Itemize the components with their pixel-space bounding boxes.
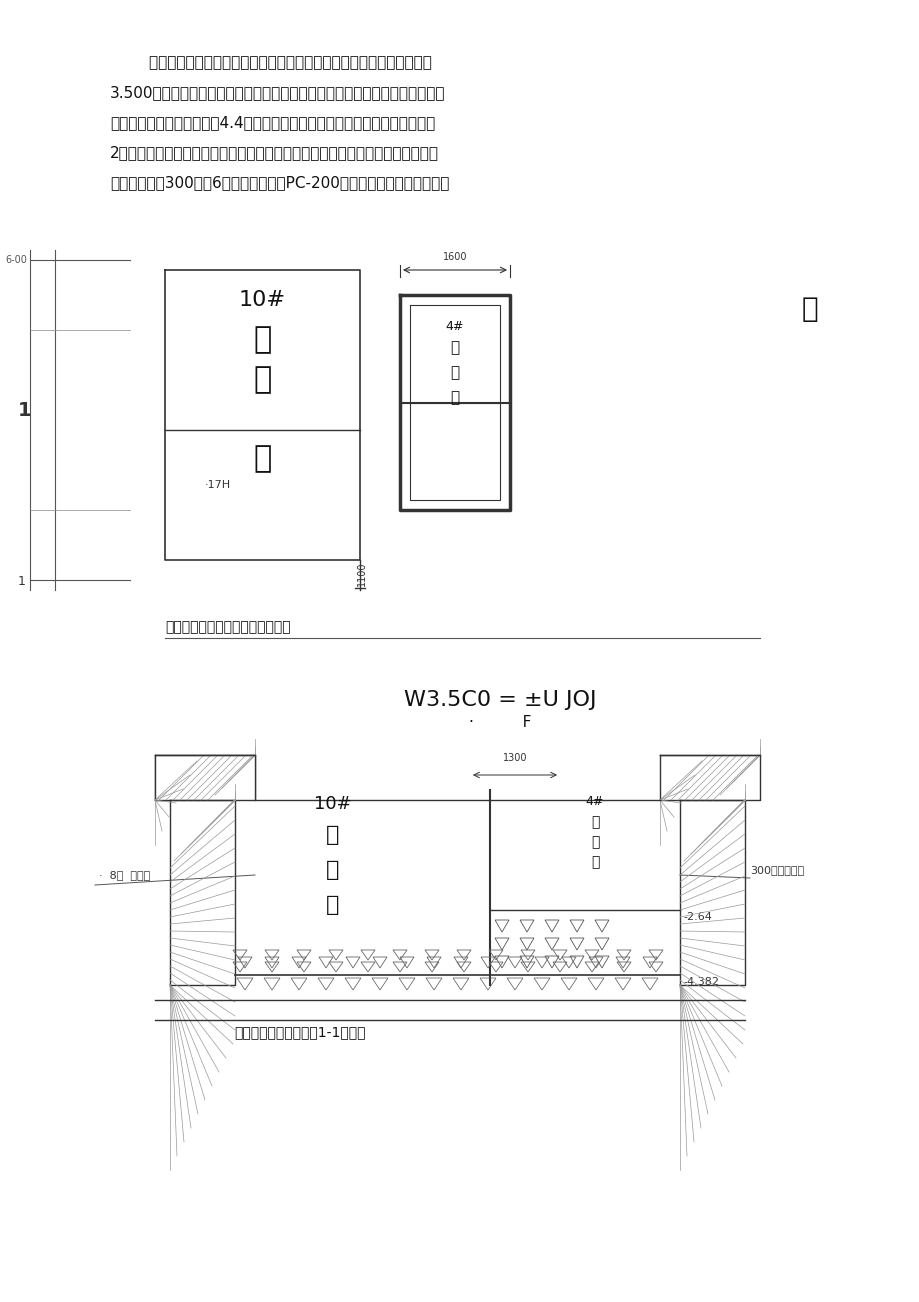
Text: 300宽、钢板桩: 300宽、钢板桩 bbox=[749, 865, 803, 875]
Text: ·          F: · F bbox=[469, 715, 530, 730]
Polygon shape bbox=[659, 755, 759, 799]
Text: 围护桩采用宽300、长6米的槽钢、采用PC-200挖掘机开挖；具体详附图：: 围护桩采用宽300、长6米的槽钢、采用PC-200挖掘机开挖；具体详附图： bbox=[110, 174, 448, 190]
Text: 油: 油 bbox=[450, 365, 460, 380]
Text: 油: 油 bbox=[590, 835, 598, 849]
Text: 1300: 1300 bbox=[502, 753, 527, 763]
Text: 3.500，均参照图集有地下水、有覆土形式、顶面不可过汽车；由于基坑开挖深: 3.500，均参照图集有地下水、有覆土形式、顶面不可过汽车；由于基坑开挖深 bbox=[110, 85, 445, 100]
Text: 隔: 隔 bbox=[450, 340, 460, 355]
Text: W3.5C0 = ±U JOJ: W3.5C0 = ±U JOJ bbox=[403, 690, 596, 710]
Polygon shape bbox=[154, 755, 255, 799]
Text: 10#: 10# bbox=[313, 796, 351, 812]
Polygon shape bbox=[154, 755, 255, 799]
Text: -4.382: -4.382 bbox=[682, 976, 719, 987]
Polygon shape bbox=[234, 799, 679, 1035]
Text: 粪: 粪 bbox=[253, 365, 271, 395]
Text: 1600: 1600 bbox=[442, 253, 467, 262]
Text: 2米、并且是薄壁管桩基础比化粪池基坑浅；故基坑围护采用单排槽钢围护体系，: 2米、并且是薄壁管桩基础比化粪池基坑浅；故基坑围护采用单排槽钢围护体系， bbox=[110, 145, 438, 160]
Text: 幼: 幼 bbox=[800, 296, 817, 323]
Text: 4#: 4# bbox=[446, 320, 464, 333]
Text: 1: 1 bbox=[18, 401, 31, 419]
Text: 池: 池 bbox=[253, 444, 271, 474]
Text: 粪: 粪 bbox=[325, 861, 339, 880]
Text: 1100: 1100 bbox=[357, 562, 367, 586]
Text: 隔: 隔 bbox=[590, 815, 598, 829]
Text: 6-00: 6-00 bbox=[5, 255, 27, 266]
Text: -2.64: -2.64 bbox=[682, 911, 711, 922]
Text: 池: 池 bbox=[450, 391, 460, 405]
Text: 池: 池 bbox=[325, 894, 339, 915]
Text: 化: 化 bbox=[325, 825, 339, 845]
Text: 4#: 4# bbox=[585, 796, 604, 809]
Text: 池: 池 bbox=[590, 855, 598, 868]
Text: 1: 1 bbox=[18, 575, 26, 589]
Text: 化粪池基坑钢板支护桩1-1剖面图: 化粪池基坑钢板支护桩1-1剖面图 bbox=[234, 1025, 366, 1039]
Text: ·  8宽  钢板桩: · 8宽 钢板桩 bbox=[98, 870, 150, 880]
Text: 化: 化 bbox=[253, 326, 271, 354]
Text: 化粪池基坑钢板支护桩平面布置图: 化粪池基坑钢板支护桩平面布置图 bbox=[165, 620, 290, 634]
Text: ·17H: ·17H bbox=[205, 479, 231, 490]
Polygon shape bbox=[679, 799, 744, 986]
Text: 度从自然场地标高往下挖为4.4米左右，现场土质疏松、与幼儿园基础最近只有: 度从自然场地标高往下挖为4.4米左右，现场土质疏松、与幼儿园基础最近只有 bbox=[110, 115, 435, 130]
Text: 根据实地测量以及图纸设计标高确定，化粪池及隔油池顶盖标高为黄海: 根据实地测量以及图纸设计标高确定，化粪池及隔油池顶盖标高为黄海 bbox=[110, 55, 431, 70]
Text: 10#: 10# bbox=[239, 290, 286, 310]
Polygon shape bbox=[170, 799, 234, 986]
